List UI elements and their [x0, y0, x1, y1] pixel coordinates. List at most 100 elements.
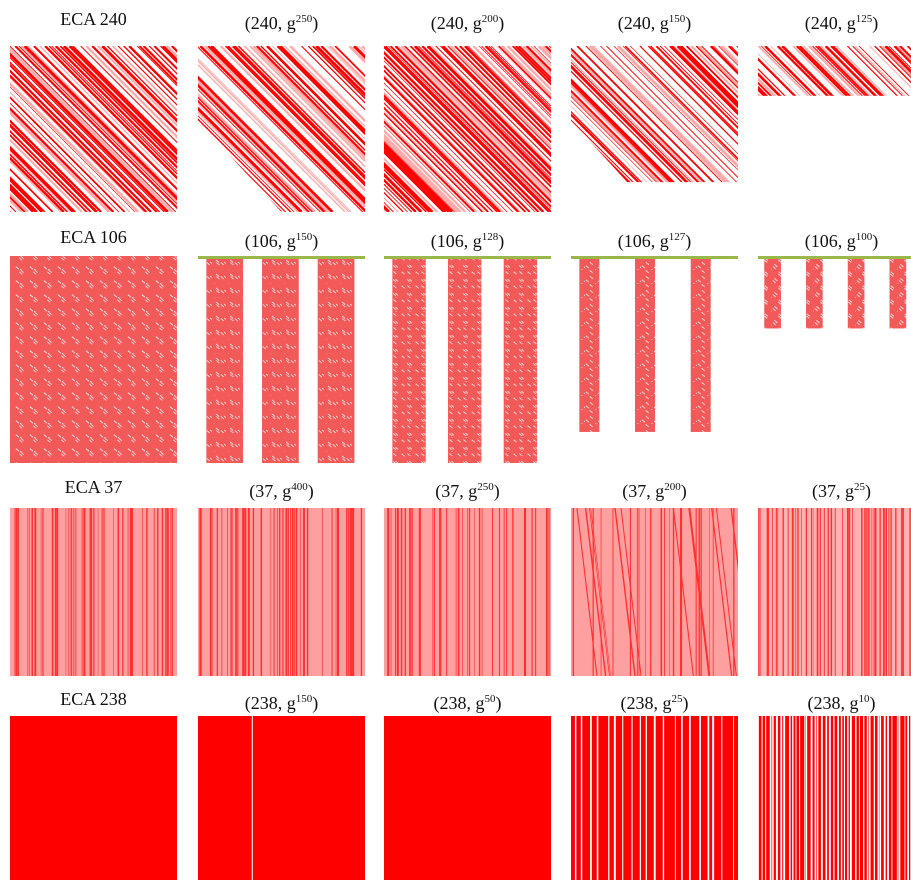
panel-label: (238, g50) [378, 688, 558, 714]
label-close: ) [872, 13, 878, 33]
label-base: (238, g [808, 693, 859, 713]
ca-band [448, 256, 481, 463]
ca-band [764, 256, 781, 328]
label-base: (238, g [621, 693, 672, 713]
label-exponent: 200 [482, 13, 499, 25]
panel-label: (240, g250) [192, 8, 372, 34]
label-close: ) [872, 231, 878, 251]
label-base: (106, g [245, 231, 296, 251]
figure: ECA 240(240, g250)(240, g200)(240, g150)… [0, 0, 911, 882]
ca-panel [384, 256, 551, 463]
ca-panel [384, 508, 551, 676]
label-exponent: 150 [296, 693, 313, 705]
ca-band [392, 256, 425, 463]
ca-panel [384, 46, 551, 212]
panel-label: (240, g125) [752, 8, 911, 34]
label-close: ) [681, 481, 687, 501]
label-exponent: 25 [672, 693, 683, 705]
ca-field [384, 716, 551, 880]
label-base: (238, g [245, 693, 296, 713]
label-base: (37, g [249, 481, 291, 501]
panel-label: ECA 240 [4, 8, 184, 30]
ca-panel [10, 716, 177, 880]
ca-band [806, 256, 823, 328]
panel-label: (37, g25) [752, 476, 911, 502]
ca-panel [198, 508, 365, 676]
panel-label: (37, g400) [192, 476, 372, 502]
label-exponent: 150 [296, 231, 313, 243]
panel-label: (240, g150) [565, 8, 745, 34]
ca-top [384, 256, 551, 259]
label-exponent: 125 [856, 13, 873, 25]
label-close: ) [312, 231, 318, 251]
ca-panel [10, 46, 177, 212]
label-base: (106, g [431, 231, 482, 251]
label-exponent: 127 [669, 231, 686, 243]
label-close: ) [870, 693, 876, 713]
label-exponent: 50 [485, 693, 496, 705]
panel-label: (240, g200) [378, 8, 558, 34]
ca-band [890, 256, 907, 328]
ca-panel [571, 508, 738, 676]
ca-top [198, 256, 365, 259]
ca-top [571, 256, 738, 259]
panel-label: (37, g250) [378, 476, 558, 502]
label-exponent: 250 [296, 13, 313, 25]
ca-band [206, 256, 243, 463]
label-base: (238, g [434, 693, 485, 713]
label-close: ) [865, 481, 871, 501]
ca-panel [10, 508, 177, 676]
label-base: (37, g [622, 481, 664, 501]
label-close: ) [685, 231, 691, 251]
panel-label: ECA 37 [4, 476, 184, 498]
label-close: ) [498, 13, 504, 33]
ca-top [758, 256, 911, 259]
ca-empty [571, 182, 738, 212]
ca-panel [10, 256, 177, 463]
label-base: (240, g [245, 13, 296, 33]
label-close: ) [496, 693, 502, 713]
label-exponent: 200 [664, 481, 681, 493]
label-close: ) [312, 13, 318, 33]
ca-band [691, 256, 711, 432]
label-base: (240, g [805, 13, 856, 33]
panel-label: (106, g100) [752, 226, 911, 252]
label-base: (37, g [812, 481, 854, 501]
ca-panel [758, 46, 911, 212]
label-close: ) [308, 481, 314, 501]
label-close: ) [498, 231, 504, 251]
ca-panel [758, 716, 911, 880]
ca-field [198, 508, 365, 676]
label-base: (37, g [435, 481, 477, 501]
panel-label: (238, g25) [565, 688, 745, 714]
ca-panel [571, 46, 738, 212]
label-close: ) [685, 13, 691, 33]
ca-empty [758, 96, 911, 212]
ca-panel [384, 716, 551, 880]
panel-label: (106, g127) [565, 226, 745, 252]
label-exponent: 10 [859, 693, 870, 705]
label-close: ) [683, 693, 689, 713]
label-exponent: 250 [477, 481, 494, 493]
ca-panel [758, 256, 911, 463]
ca-panel [571, 256, 738, 463]
panel-label: (238, g10) [752, 688, 911, 714]
label-base: (240, g [431, 13, 482, 33]
ca-band [848, 256, 865, 328]
ca-panel [571, 716, 738, 880]
ca-band [635, 256, 655, 432]
label-base: (106, g [805, 231, 856, 251]
panel-label: ECA 106 [4, 226, 184, 248]
label-close: ) [312, 693, 318, 713]
ca-field [758, 508, 911, 676]
ca-panel [198, 46, 365, 212]
panel-label: ECA 238 [4, 688, 184, 710]
ca-band [504, 256, 537, 463]
ca-band [318, 256, 355, 463]
ca-field [198, 716, 365, 880]
ca-band [579, 256, 599, 432]
label-base: (106, g [618, 231, 669, 251]
label-base: (240, g [618, 13, 669, 33]
label-exponent: 25 [854, 481, 865, 493]
label-exponent: 100 [856, 231, 873, 243]
